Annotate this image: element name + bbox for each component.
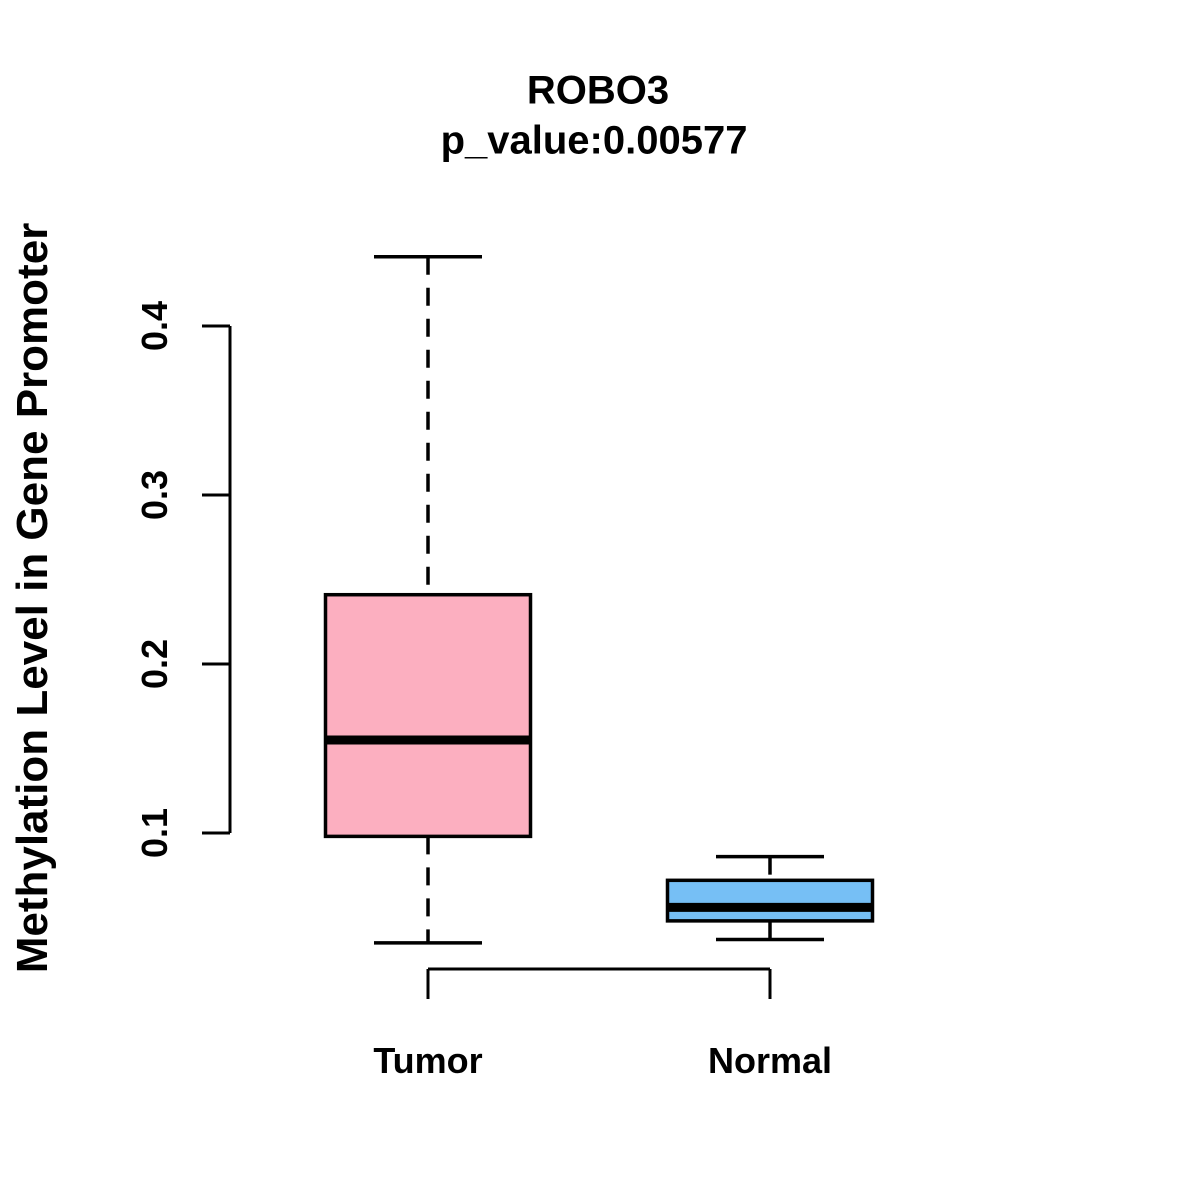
chart-title: ROBO3: [526, 68, 670, 113]
box-normal: [665, 878, 875, 923]
x-label-tumor: Tumor: [373, 1040, 483, 1081]
x-label-normal: Normal: [707, 1040, 833, 1081]
box-tumor: [323, 592, 533, 839]
chart-subtitle: p_value:0.00577: [440, 118, 748, 163]
